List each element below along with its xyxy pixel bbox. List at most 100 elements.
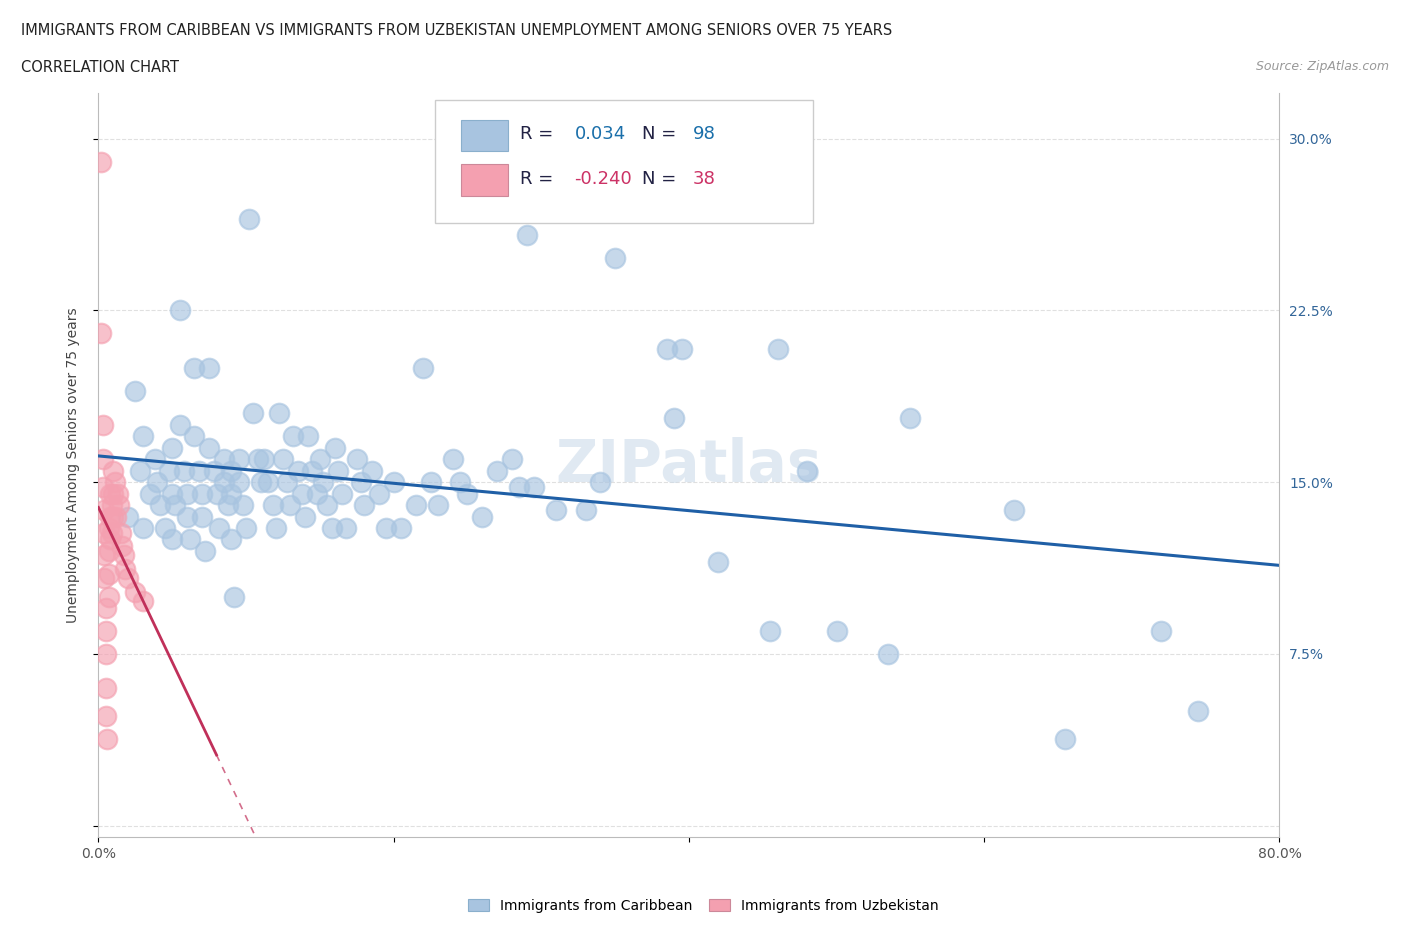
- Point: [335, 521, 357, 536]
- Text: CORRELATION CHART: CORRELATION CHART: [21, 60, 179, 75]
- Point: [283, 429, 305, 444]
- Point: [103, 463, 125, 478]
- Point: [419, 474, 441, 489]
- Point: [146, 474, 169, 489]
- Point: [1002, 502, 1025, 517]
- Point: [330, 486, 353, 501]
- Point: [212, 452, 235, 467]
- Point: [94, 601, 117, 616]
- Point: [112, 548, 135, 563]
- Point: [90, 154, 112, 169]
- Text: IMMIGRANTS FROM CARIBBEAN VS IMMIGRANTS FROM UZBEKISTAN UNEMPLOYMENT AMONG SENIO: IMMIGRANTS FROM CARIBBEAN VS IMMIGRANTS …: [21, 23, 893, 38]
- Point: [93, 571, 115, 586]
- Point: [350, 474, 373, 489]
- Text: N =: N =: [641, 169, 682, 188]
- Point: [108, 498, 131, 512]
- Point: [107, 486, 129, 501]
- Point: [117, 509, 139, 524]
- Point: [287, 463, 309, 478]
- Point: [97, 590, 120, 604]
- Point: [217, 498, 239, 512]
- Text: 0.034: 0.034: [575, 125, 626, 143]
- Point: [183, 360, 205, 375]
- Point: [825, 623, 848, 638]
- Point: [246, 452, 269, 467]
- Point: [589, 474, 612, 489]
- Point: [117, 571, 139, 586]
- Point: [143, 452, 166, 467]
- Point: [173, 463, 195, 478]
- Point: [301, 463, 323, 478]
- Point: [91, 479, 114, 494]
- Text: 98: 98: [693, 125, 716, 143]
- Point: [93, 525, 115, 540]
- Point: [124, 383, 146, 398]
- Point: [224, 590, 246, 604]
- Point: [523, 479, 546, 494]
- Point: [191, 486, 214, 501]
- Point: [238, 211, 260, 226]
- Point: [191, 509, 214, 524]
- Point: [110, 525, 132, 540]
- Point: [100, 498, 122, 512]
- Text: R =: R =: [520, 169, 560, 188]
- Point: [98, 486, 121, 501]
- Point: [574, 502, 596, 517]
- Point: [267, 406, 290, 421]
- Point: [219, 486, 242, 501]
- Point: [276, 474, 298, 489]
- Legend: Immigrants from Caribbean, Immigrants from Uzbekistan: Immigrants from Caribbean, Immigrants fr…: [463, 894, 943, 919]
- Point: [228, 474, 250, 489]
- Point: [132, 521, 155, 536]
- Point: [877, 646, 900, 661]
- Point: [103, 486, 125, 501]
- Point: [96, 731, 118, 746]
- Point: [198, 360, 221, 375]
- Point: [360, 463, 382, 478]
- Text: R =: R =: [520, 125, 560, 143]
- Point: [94, 623, 117, 638]
- Point: [326, 463, 349, 478]
- Point: [103, 509, 125, 524]
- Point: [91, 452, 114, 467]
- Point: [655, 342, 678, 357]
- Point: [353, 498, 375, 512]
- Text: N =: N =: [641, 125, 682, 143]
- Point: [389, 521, 412, 536]
- Point: [297, 429, 319, 444]
- Point: [91, 418, 114, 432]
- Text: 38: 38: [693, 169, 716, 188]
- Point: [194, 543, 217, 558]
- Point: [111, 538, 134, 553]
- Point: [94, 709, 117, 724]
- Point: [278, 498, 302, 512]
- Point: [1150, 623, 1173, 638]
- Point: [187, 463, 209, 478]
- Point: [97, 543, 120, 558]
- Point: [309, 452, 332, 467]
- Point: [456, 486, 478, 501]
- Point: [1054, 731, 1077, 746]
- Point: [253, 452, 276, 467]
- Point: [605, 250, 627, 265]
- Point: [501, 452, 523, 467]
- Point: [205, 486, 228, 501]
- Point: [375, 521, 398, 536]
- Point: [264, 521, 287, 536]
- Point: [346, 452, 368, 467]
- Point: [169, 418, 191, 432]
- Point: [97, 566, 120, 581]
- Point: [176, 486, 198, 501]
- Point: [671, 342, 693, 357]
- Point: [796, 463, 818, 478]
- Point: [98, 532, 121, 547]
- Point: [165, 498, 187, 512]
- Point: [162, 441, 183, 456]
- Point: [235, 521, 257, 536]
- Point: [208, 521, 231, 536]
- Y-axis label: Unemployment Among Seniors over 75 years: Unemployment Among Seniors over 75 years: [66, 307, 80, 623]
- Point: [412, 360, 434, 375]
- Point: [382, 474, 405, 489]
- Point: [104, 474, 127, 489]
- Point: [157, 463, 180, 478]
